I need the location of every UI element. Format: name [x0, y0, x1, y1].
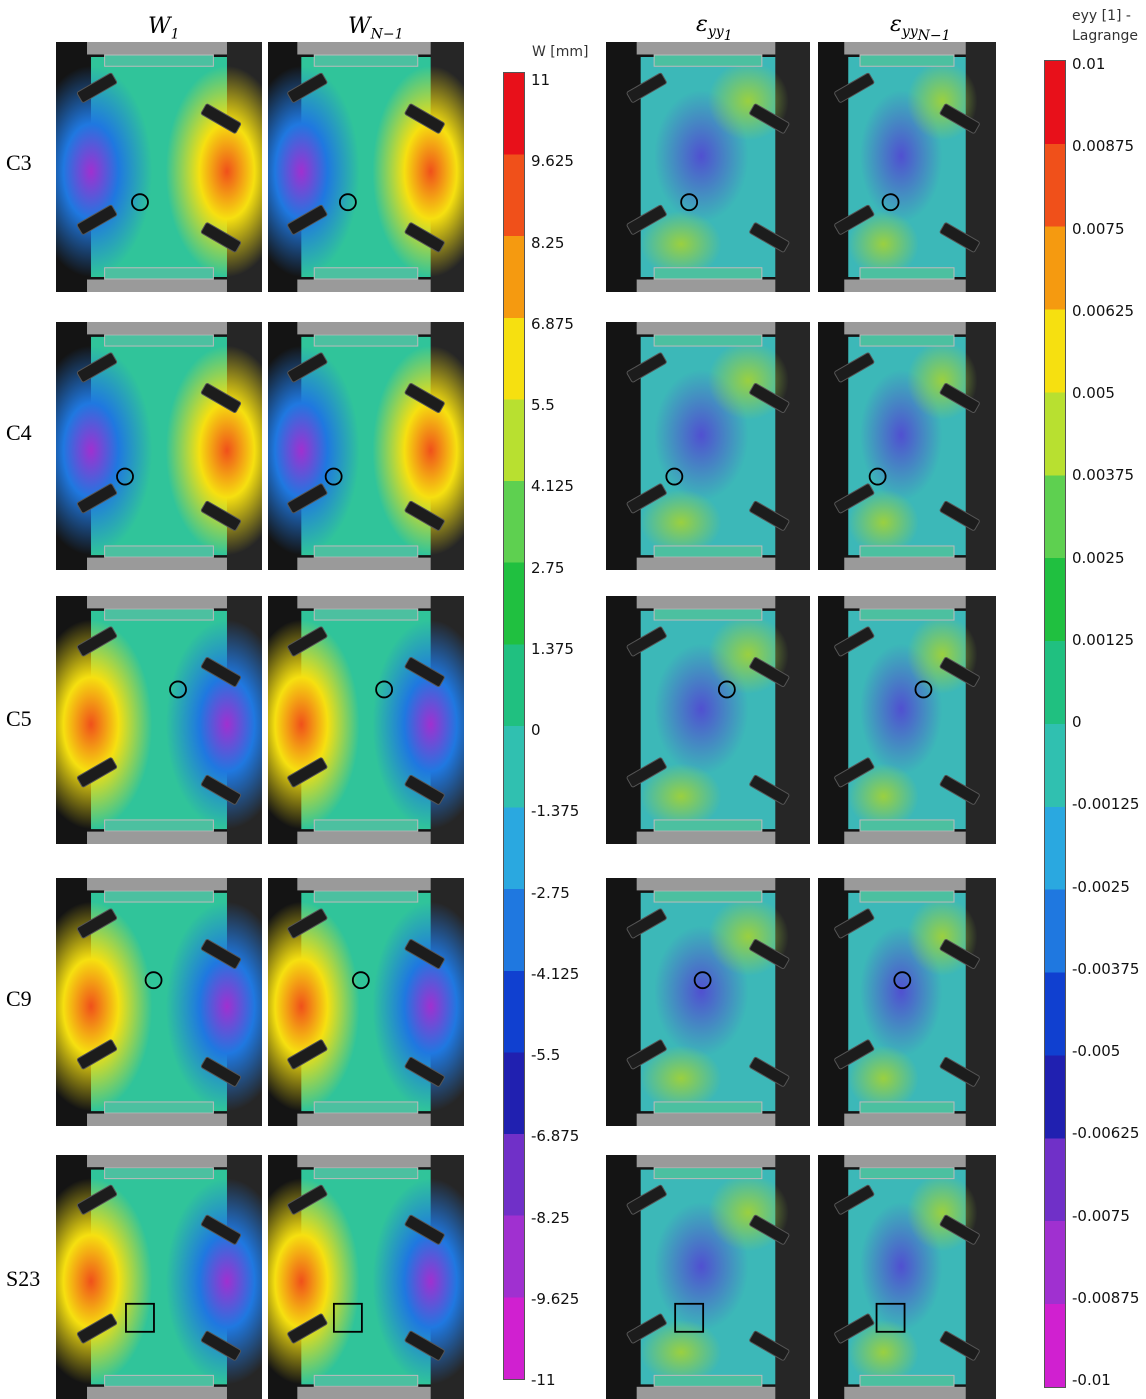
dic-panel-c9-en — [818, 878, 996, 1126]
colorbar-e-tick: -0.01 — [1072, 1371, 1111, 1389]
colorbar-e-tick: 0 — [1072, 713, 1082, 731]
header-wn-sub: N−1 — [370, 26, 404, 43]
colorbar-w-tick: 0 — [531, 721, 541, 739]
colorbar-w-tick: 11 — [531, 71, 551, 89]
header-e1: εyy1 — [696, 12, 733, 44]
colorbar-e-title-line2: Lagrange — [1072, 28, 1138, 44]
colorbar-w-tick: -8.25 — [531, 1208, 570, 1227]
colorbar-e-tick: -0.00375 — [1072, 959, 1140, 978]
header-en: εyyN−1 — [890, 12, 951, 44]
colorbar-e-tick: 0.00375 — [1072, 466, 1135, 485]
header-wn: WN−1 — [348, 14, 404, 42]
dic-panel-c3-w1 — [56, 42, 262, 292]
dic-panel-c9-wn — [268, 878, 464, 1126]
colorbar-w-tick: -2.75 — [531, 883, 570, 902]
header-w1-base: W — [148, 14, 171, 39]
dic-panel-c3-en — [818, 42, 996, 292]
colorbar-w-tick: 5.5 — [531, 396, 555, 414]
dic-panel-s23-wn — [268, 1155, 464, 1399]
colorbar-e-tick: -0.00125 — [1072, 795, 1140, 814]
dic-panel-s23-e1 — [606, 1155, 810, 1399]
header-e1-base: ε — [696, 12, 708, 37]
colorbar-w-tick: -1.375 — [531, 802, 580, 821]
header-en-base: ε — [890, 12, 902, 37]
header-e1-sub: yy — [707, 24, 724, 41]
colorbar-w-tick: 2.75 — [531, 558, 565, 577]
header-w1: W1 — [148, 14, 180, 42]
colorbar-w-tick: 1.375 — [531, 639, 574, 658]
colorbar-w-tick: -6.875 — [531, 1127, 580, 1146]
colorbar-e-tick: -0.00625 — [1072, 1124, 1140, 1143]
colorbar-e-tick: 0.01 — [1072, 55, 1106, 73]
row-label-c5: C5 — [6, 706, 32, 731]
colorbar-e-tick: 0.005 — [1072, 384, 1115, 402]
dic-panel-c9-e1 — [606, 878, 810, 1126]
dic-panel-c5-w1 — [56, 596, 262, 844]
colorbar-e-tick: -0.005 — [1072, 1042, 1121, 1060]
dic-panel-c4-w1 — [56, 322, 262, 570]
colorbar-e-tick: 0.00875 — [1072, 137, 1135, 156]
colorbar-w-tick: -4.125 — [531, 964, 580, 983]
colorbar-e-tick: 0.00125 — [1072, 630, 1135, 649]
colorbar-e-tick: -0.00875 — [1072, 1288, 1140, 1307]
colorbar-w — [503, 72, 525, 1380]
dic-panel-c9-w1 — [56, 878, 262, 1126]
header-en-subsub: N−1 — [917, 28, 951, 45]
colorbar-e-tick: 0.0075 — [1072, 219, 1125, 238]
header-e1-subsub: 1 — [723, 28, 733, 45]
colorbar-e-tick: 0.00625 — [1072, 301, 1135, 320]
dic-panel-c4-e1 — [606, 322, 810, 570]
colorbar-w-title: W [mm] — [532, 44, 589, 60]
colorbar-w-tick: 6.875 — [531, 314, 574, 333]
dic-panel-s23-w1 — [56, 1155, 262, 1399]
colorbar-w-tick: -9.625 — [531, 1289, 580, 1308]
dic-panel-c3-e1 — [606, 42, 810, 292]
row-label-c4: C4 — [6, 420, 32, 445]
dic-panel-c4-en — [818, 322, 996, 570]
header-wn-base: W — [348, 14, 371, 39]
dic-panel-c3-wn — [268, 42, 464, 292]
row-label-c3: C3 — [6, 150, 32, 175]
colorbar-w-tick: 9.625 — [531, 152, 574, 171]
dic-panel-s23-en — [818, 1155, 996, 1399]
colorbar-w-tick: 4.125 — [531, 477, 574, 496]
colorbar-w-tick: -5.5 — [531, 1046, 561, 1064]
dic-panel-c5-e1 — [606, 596, 810, 844]
colorbar-e-tick: -0.0025 — [1072, 877, 1130, 896]
colorbar-e — [1044, 60, 1066, 1388]
colorbar-e-tick: 0.0025 — [1072, 548, 1125, 567]
row-label-s23: S23 — [6, 1266, 41, 1291]
header-en-sub: yy — [901, 24, 918, 41]
colorbar-e-tick: -0.0075 — [1072, 1206, 1130, 1225]
colorbar-w-tick: 8.25 — [531, 233, 565, 252]
colorbar-w-tick: -11 — [531, 1371, 556, 1389]
colorbar-e-title-line1: eyy [1] - — [1072, 8, 1131, 24]
dic-panel-c5-wn — [268, 596, 464, 844]
header-w1-sub: 1 — [170, 26, 180, 43]
dic-panel-c4-wn — [268, 322, 464, 570]
row-label-c9: C9 — [6, 986, 32, 1011]
dic-panel-c5-en — [818, 596, 996, 844]
